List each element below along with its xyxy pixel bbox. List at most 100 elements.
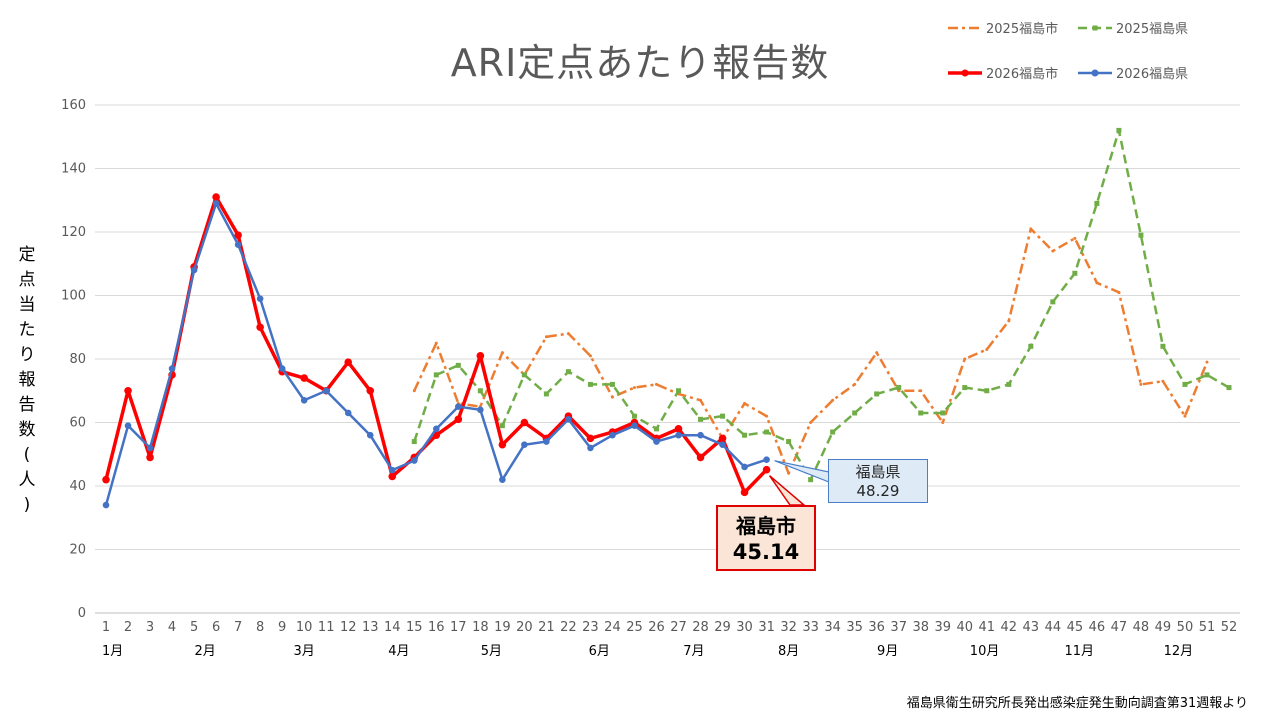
y-axis-label: 定点当たり報告数 (人) bbox=[14, 243, 40, 518]
chart-title: ARI定点あたり報告数 bbox=[450, 41, 830, 85]
data-point bbox=[499, 423, 505, 429]
data-point bbox=[278, 365, 286, 372]
source-note: 福島県衛生研究所長発出感染症発生動向調査第31週報より bbox=[906, 696, 1248, 711]
series-line bbox=[413, 227, 1209, 475]
data-point bbox=[699, 398, 703, 402]
data-point bbox=[344, 409, 352, 417]
data-point bbox=[985, 347, 989, 351]
data-point bbox=[124, 422, 132, 429]
x-tick-label: 27 bbox=[670, 620, 687, 635]
x-tick-label: 40 bbox=[956, 620, 973, 635]
data-point bbox=[543, 391, 549, 397]
data-point bbox=[787, 471, 791, 475]
x-tick-label: 50 bbox=[1177, 620, 1194, 635]
data-point bbox=[234, 231, 242, 239]
month-label: 5月 bbox=[481, 644, 502, 659]
x-tick-label: 45 bbox=[1067, 620, 1084, 635]
data-point bbox=[256, 323, 264, 332]
data-point bbox=[1050, 299, 1056, 305]
data-point bbox=[1161, 379, 1165, 383]
y-tick-label: 0 bbox=[78, 606, 86, 621]
data-point bbox=[654, 382, 658, 386]
x-tick-label: 13 bbox=[362, 620, 379, 635]
data-point bbox=[941, 421, 945, 424]
legend-marker bbox=[1091, 69, 1099, 77]
data-point bbox=[852, 410, 858, 416]
y-axis-label-char: 人 bbox=[18, 470, 36, 490]
data-point bbox=[718, 434, 727, 443]
data-point bbox=[1029, 227, 1033, 231]
month-label: 8月 bbox=[778, 644, 799, 659]
x-tick-label: 2 bbox=[124, 620, 132, 635]
x-tick-label: 43 bbox=[1023, 620, 1040, 635]
legend-label: 2025福島県 bbox=[1116, 22, 1188, 37]
series-line bbox=[413, 129, 1230, 481]
data-point bbox=[190, 266, 198, 274]
data-point bbox=[762, 465, 771, 474]
x-tick-label: 31 bbox=[758, 620, 775, 635]
month-label: 1月 bbox=[102, 644, 123, 659]
x-tick-label: 22 bbox=[560, 620, 577, 635]
x-tick-label: 47 bbox=[1111, 620, 1128, 635]
data-point bbox=[102, 501, 110, 509]
data-point bbox=[432, 425, 440, 433]
data-point bbox=[740, 488, 749, 497]
x-tick-label: 20 bbox=[516, 620, 533, 635]
data-point bbox=[521, 441, 528, 449]
data-point bbox=[234, 241, 242, 248]
month-label: 12月 bbox=[1164, 644, 1194, 659]
y-tick-label: 60 bbox=[69, 416, 86, 431]
data-point bbox=[741, 463, 748, 471]
data-point bbox=[853, 382, 857, 386]
x-tick-label: 32 bbox=[780, 620, 797, 635]
month-label: 2月 bbox=[194, 644, 215, 659]
x-tick-label: 18 bbox=[472, 620, 489, 635]
data-point bbox=[521, 372, 527, 378]
y-axis-label-char: 数 bbox=[18, 420, 36, 440]
data-point bbox=[455, 403, 462, 410]
data-point bbox=[520, 418, 529, 427]
data-point bbox=[300, 374, 308, 382]
data-point bbox=[609, 381, 615, 387]
data-point bbox=[610, 395, 614, 399]
month-label: 7月 bbox=[683, 644, 704, 659]
y-tick-label: 140 bbox=[61, 162, 86, 177]
y-tick-label: 40 bbox=[69, 479, 86, 494]
callout-city-pointer bbox=[768, 475, 807, 506]
x-tick-label: 16 bbox=[428, 620, 445, 635]
data-point bbox=[720, 413, 726, 419]
data-point bbox=[146, 444, 154, 452]
x-tick-label: 6 bbox=[212, 620, 220, 635]
data-point bbox=[565, 369, 571, 375]
legend-label: 2025福島市 bbox=[986, 21, 1058, 37]
x-tick-label: 52 bbox=[1221, 620, 1238, 635]
x-tick-label: 24 bbox=[604, 620, 621, 635]
data-point bbox=[256, 295, 264, 302]
x-tick-label: 25 bbox=[626, 620, 643, 635]
x-tick-label: 48 bbox=[1133, 620, 1150, 635]
data-point bbox=[1138, 232, 1144, 238]
data-point bbox=[919, 389, 923, 393]
data-point bbox=[940, 410, 946, 416]
data-point bbox=[764, 429, 770, 435]
data-point bbox=[565, 416, 572, 423]
data-point bbox=[212, 193, 220, 201]
x-tick-label: 29 bbox=[714, 620, 731, 635]
data-point bbox=[412, 389, 416, 393]
y-axis-label-char: 当 bbox=[18, 295, 36, 315]
x-tick-label: 7 bbox=[234, 620, 242, 635]
data-point bbox=[124, 386, 132, 395]
x-tick-label: 35 bbox=[846, 620, 863, 635]
data-point bbox=[212, 200, 220, 207]
data-point bbox=[918, 410, 924, 416]
data-point bbox=[675, 431, 682, 439]
legend-label: 2026福島市 bbox=[986, 66, 1058, 82]
data-point bbox=[588, 354, 592, 358]
data-point bbox=[632, 386, 636, 390]
x-tick-label: 9 bbox=[278, 620, 286, 635]
month-label: 10月 bbox=[970, 644, 1000, 659]
data-point bbox=[454, 415, 463, 424]
data-point bbox=[410, 457, 418, 464]
x-tick-label: 5 bbox=[190, 620, 198, 635]
